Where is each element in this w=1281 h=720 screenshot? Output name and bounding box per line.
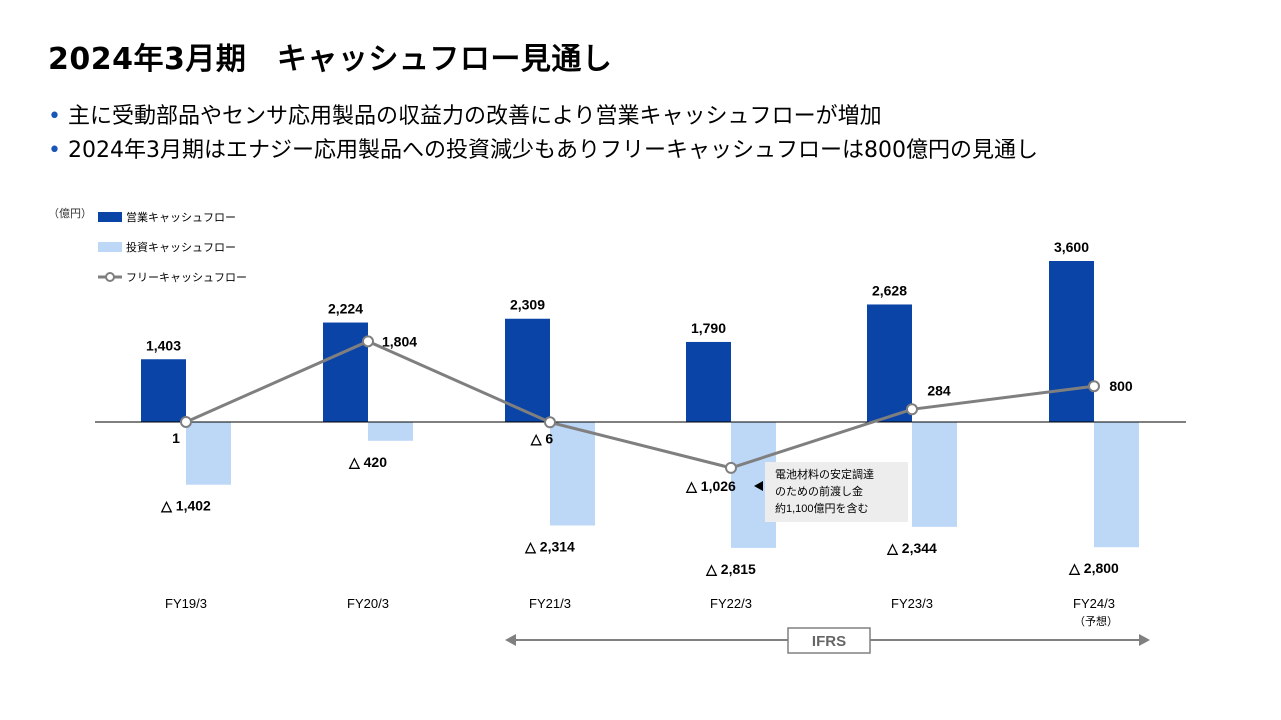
- free-cf-marker: [1088, 380, 1100, 393]
- free-cf-marker: [362, 335, 374, 348]
- bullet-item: 主に受動部品やセンサ応用製品の収益力の改善により営業キャッシュフローが増加: [48, 100, 1038, 134]
- operating-cf-bar: [686, 341, 731, 422]
- investing-cf-label: △ 2,815: [705, 561, 756, 577]
- investing-cf-bar: [186, 422, 231, 485]
- annotation-line-2: のための前渡し金: [775, 484, 863, 498]
- operating-cf-label: 1,403: [146, 337, 181, 353]
- investing-cf-bar: [912, 422, 957, 527]
- bullet-item: 2024年3月期はエナジー応用製品への投資減少もありフリーキャッシュフローは80…: [48, 134, 1038, 168]
- legend-label-operating: 営業キャッシュフロー: [126, 210, 236, 224]
- investing-cf-bar: [550, 422, 595, 526]
- free-cf-label: 284: [927, 382, 951, 398]
- category-label: FY23/3: [891, 596, 933, 611]
- investing-cf-label: △ 2,344: [886, 540, 937, 556]
- annotation-callout: 電池材料の安定調達 のための前渡し金 約1,100億円を含む: [754, 462, 908, 522]
- investing-cf-bar: [368, 422, 413, 441]
- operating-cf-label: 2,224: [328, 301, 363, 317]
- free-cf-marker: [725, 461, 737, 474]
- ifrs-label: IFRS: [812, 633, 846, 650]
- legend-label-investing: 投資キャッシュフロー: [126, 240, 236, 254]
- investing-cf-label: △ 420: [348, 454, 387, 470]
- operating-cf-bar: [141, 359, 186, 422]
- free-cf-marker: [180, 415, 192, 428]
- category-label: FY21/3: [529, 596, 571, 611]
- legend-swatch-operating: [98, 212, 122, 222]
- annotation-box: [765, 462, 908, 522]
- operating-cf-bar: [867, 304, 912, 422]
- annotation-line-1: 電池材料の安定調達: [775, 467, 874, 481]
- category-label: FY20/3: [347, 596, 389, 611]
- investing-cf-label: △ 1,402: [160, 498, 211, 514]
- operating-cf-bar: [323, 322, 368, 422]
- ifrs-range: IFRS: [505, 627, 1150, 654]
- operating-cf-bar: [1049, 261, 1094, 422]
- ifrs-arrowhead-left: [505, 634, 516, 646]
- free-cf-line: [185, 339, 1095, 470]
- operating-cf-label: 1,790: [691, 320, 726, 336]
- forecast-note: （予想）: [1074, 614, 1118, 628]
- free-cf-label: △ 6: [530, 430, 554, 446]
- free-cf-label: △ 1,026: [685, 478, 736, 494]
- legend: 営業キャッシュフロー 投資キャッシュフロー フリーキャッシュフロー: [98, 210, 247, 284]
- ifrs-arrowhead-right: [1139, 634, 1150, 646]
- legend-marker-free: [105, 272, 115, 282]
- category-label: FY22/3: [710, 596, 752, 611]
- free-cf-marker: [906, 403, 918, 416]
- free-cf-label: 800: [1109, 378, 1133, 394]
- free-cf-label: 1: [172, 430, 180, 446]
- legend-label-free: フリーキャッシュフロー: [126, 272, 247, 284]
- operating-cf-label: 2,309: [510, 297, 545, 313]
- annotation-pointer: [754, 481, 763, 491]
- operating-cf-label: 3,600: [1054, 239, 1089, 255]
- free-cf-label: 1,804: [382, 333, 417, 349]
- legend-swatch-investing: [98, 242, 122, 252]
- operating-cf-label: 2,628: [872, 282, 907, 298]
- investing-cf-bar: [1094, 422, 1139, 548]
- category-label: FY24/3: [1073, 596, 1115, 611]
- bullet-list: 主に受動部品やセンサ応用製品の収益力の改善により営業キャッシュフローが増加 20…: [48, 100, 1038, 168]
- page-title: 2024年3月期 キャッシュフロー見通し: [48, 42, 613, 77]
- investing-cf-label: △ 2,314: [524, 538, 575, 554]
- free-cf-marker: [544, 416, 556, 429]
- ifrs-box: [787, 627, 871, 654]
- investing-cf-label: △ 2,800: [1068, 560, 1119, 576]
- annotation-line-3: 約1,100億円を含む: [775, 501, 869, 515]
- category-label: FY19/3: [165, 596, 207, 611]
- unit-label: （億円）: [48, 207, 92, 220]
